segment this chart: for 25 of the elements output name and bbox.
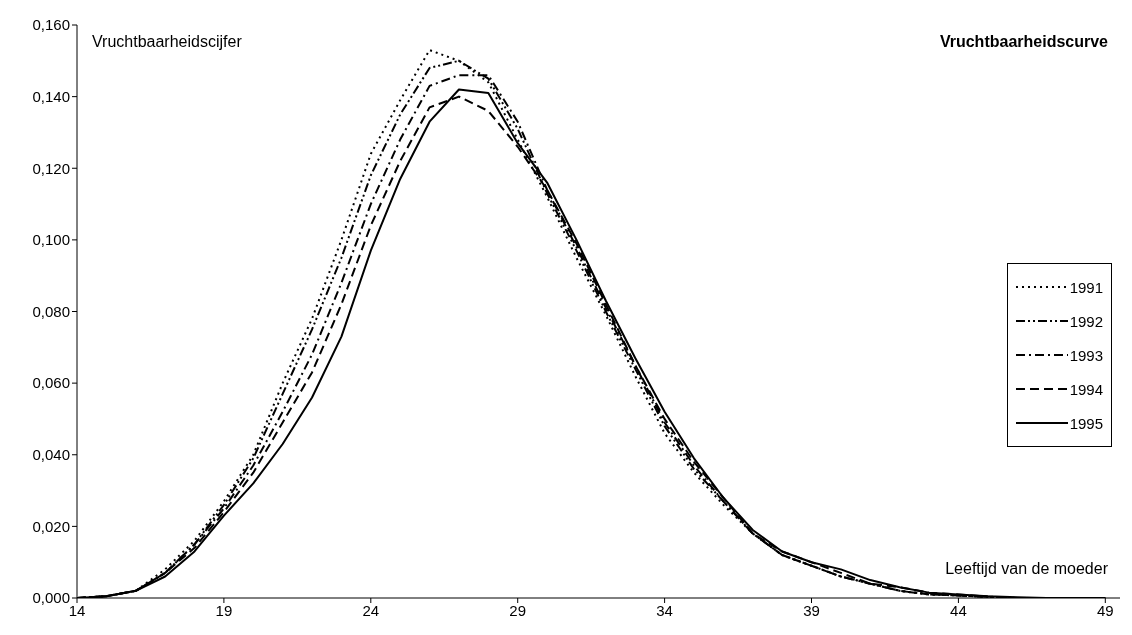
x-tick-label: 24	[362, 601, 380, 619]
y-tick-label: 0,040	[32, 446, 70, 464]
y-tick-label: 0,120	[32, 159, 70, 177]
y-tick-label: 0,080	[32, 302, 70, 320]
y-tick-label: 0,100	[32, 231, 70, 249]
x-tick-label: 49	[1096, 601, 1114, 619]
y-tick-label: 0,160	[32, 16, 70, 34]
legend-label: 1992	[1069, 312, 1103, 330]
legend-label: 1994	[1069, 380, 1103, 398]
x-tick-label: 39	[803, 601, 820, 619]
legend-label: 1993	[1069, 346, 1103, 364]
text: Vruchtbaarheidscurve	[939, 33, 1108, 51]
x-tick-label: 44	[950, 601, 967, 619]
x-tick-label: 14	[68, 601, 86, 619]
y-tick-label: 0,060	[32, 374, 70, 392]
y-axis-title: Vruchtbaarheidscijfer	[92, 33, 242, 51]
x-tick-label: 34	[656, 601, 673, 619]
y-tick-label: 0,020	[32, 517, 70, 535]
legend-label: 1995	[1069, 414, 1103, 432]
x-tick-label: 19	[215, 601, 233, 619]
x-axis-title: Leeftijd van de moeder	[945, 560, 1108, 578]
legend-label: 1991	[1069, 278, 1103, 296]
x-tick-label: 29	[509, 601, 527, 619]
y-tick-label: 0,140	[32, 87, 70, 105]
y-tick-label: 0,000	[32, 589, 70, 607]
